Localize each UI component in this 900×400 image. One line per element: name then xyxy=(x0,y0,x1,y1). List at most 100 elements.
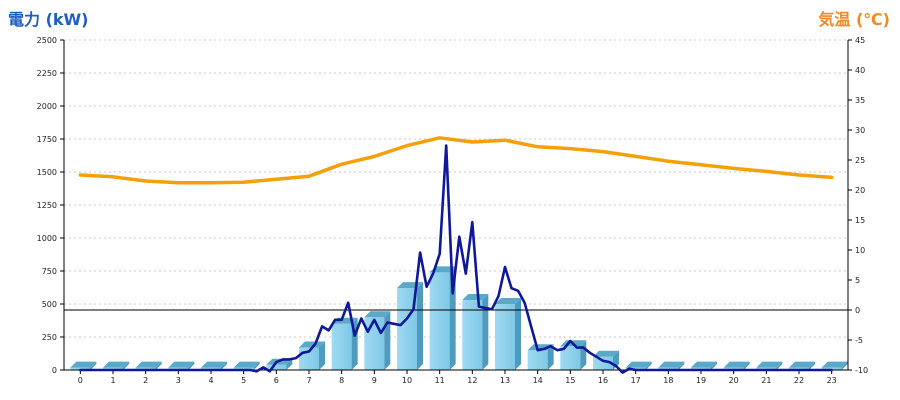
bar-side xyxy=(155,361,162,370)
x-tick-label: 5 xyxy=(241,376,246,385)
bar-side xyxy=(645,361,652,370)
x-tick-label: 14 xyxy=(533,376,543,385)
y-right-tick-label: 5 xyxy=(855,276,860,285)
x-tick-label: 17 xyxy=(631,376,641,385)
bar-top xyxy=(625,361,652,368)
y-left-tick-label: 1750 xyxy=(37,135,57,144)
bar-side xyxy=(221,361,227,370)
y-right-tick-label: 45 xyxy=(855,36,865,45)
y-right-tick-label: -10 xyxy=(855,366,868,375)
x-tick-label: 0 xyxy=(78,376,83,385)
bar-side xyxy=(482,294,489,370)
y-left-tick-label: 500 xyxy=(42,300,57,309)
x-tick-label: 10 xyxy=(402,376,412,385)
y-left-tick-label: 0 xyxy=(52,366,57,375)
bar-front xyxy=(266,364,287,370)
bar-side xyxy=(547,344,554,370)
bar-side xyxy=(743,361,750,370)
y-left-tick-label: 750 xyxy=(42,267,57,276)
bar-side xyxy=(253,361,260,370)
bar-top xyxy=(233,361,260,368)
bar-top xyxy=(789,361,815,368)
axes: 02505007501000125015001750200022502500-1… xyxy=(37,36,868,385)
bar-side xyxy=(678,361,685,370)
bar-front xyxy=(462,300,483,370)
x-tick-label: 9 xyxy=(372,376,377,385)
x-tick-label: 4 xyxy=(208,376,213,385)
bar-top xyxy=(299,341,325,348)
bar-front xyxy=(397,288,417,370)
grid-lines xyxy=(64,39,848,338)
x-tick-label: 16 xyxy=(598,376,608,385)
bar-11 xyxy=(429,266,456,370)
bar-side xyxy=(188,361,195,370)
y-right-tick-label: 35 xyxy=(855,96,865,105)
bar-series xyxy=(70,266,848,370)
bar-side xyxy=(123,361,129,370)
line-series xyxy=(78,136,834,374)
bar-top xyxy=(70,361,97,368)
bar-side xyxy=(711,361,717,370)
bar-top xyxy=(691,361,717,368)
y-left-tick-label: 1250 xyxy=(37,201,57,210)
x-tick-label: 13 xyxy=(500,376,510,385)
bar-front xyxy=(527,350,548,370)
x-tick-label: 15 xyxy=(565,376,575,385)
bar-12 xyxy=(462,294,489,370)
y-right-tick-label: 30 xyxy=(855,126,865,135)
x-tick-label: 19 xyxy=(696,376,706,385)
y-right-tick-label: 0 xyxy=(855,306,860,315)
y-left-tick-label: 1500 xyxy=(37,168,57,177)
bar-side xyxy=(776,361,783,370)
bar-top xyxy=(462,294,489,301)
y-right-tick-label: 25 xyxy=(855,156,865,165)
y-right-tick-label: 40 xyxy=(855,66,865,75)
y-left-tick-label: 1000 xyxy=(37,234,57,243)
bar-top xyxy=(593,350,619,357)
bar-14 xyxy=(527,344,554,370)
bar-side xyxy=(90,361,97,370)
bar-top xyxy=(723,361,750,368)
bar-16 xyxy=(593,350,619,370)
x-tick-label: 7 xyxy=(306,376,311,385)
power-line xyxy=(79,144,834,374)
bar-side xyxy=(384,311,391,370)
bar-top xyxy=(168,361,195,368)
bar-front xyxy=(495,304,515,370)
bar-front xyxy=(560,346,581,370)
x-tick-label: 23 xyxy=(827,376,837,385)
bar-side xyxy=(417,282,423,370)
x-tick-label: 6 xyxy=(274,376,279,385)
bar-top xyxy=(135,361,162,368)
y-right-tick-label: -5 xyxy=(855,336,863,345)
y-right-tick-label: 20 xyxy=(855,186,865,195)
y-left-tick-label: 2000 xyxy=(37,102,57,111)
x-tick-label: 12 xyxy=(467,376,477,385)
y-right-tick-label: 15 xyxy=(855,216,865,225)
bar-side xyxy=(841,361,848,370)
bar-top xyxy=(756,361,783,368)
y-left-tick-label: 2500 xyxy=(37,36,57,45)
x-tick-label: 21 xyxy=(761,376,771,385)
bar-front xyxy=(429,272,450,370)
y-left-tick-label: 2250 xyxy=(37,69,57,78)
x-tick-label: 2 xyxy=(143,376,148,385)
bar-side xyxy=(449,266,456,370)
y-left-tick-label: 250 xyxy=(42,333,57,342)
bar-front xyxy=(331,323,352,370)
bar-front xyxy=(593,356,613,370)
y-right-tick-label: 10 xyxy=(855,246,865,255)
left-axis-title: 電力 (kW) xyxy=(8,10,89,29)
right-axis-title: 気温 (℃) xyxy=(818,10,890,29)
bar-top xyxy=(658,361,685,368)
x-tick-label: 11 xyxy=(435,376,445,385)
bar-side xyxy=(286,358,293,370)
bar-top xyxy=(495,298,521,304)
bar-top xyxy=(821,361,848,368)
bar-top xyxy=(201,361,227,368)
bar-13 xyxy=(495,298,521,370)
bar-9 xyxy=(364,311,391,370)
x-tick-label: 3 xyxy=(176,376,181,385)
bar-side xyxy=(809,361,815,370)
